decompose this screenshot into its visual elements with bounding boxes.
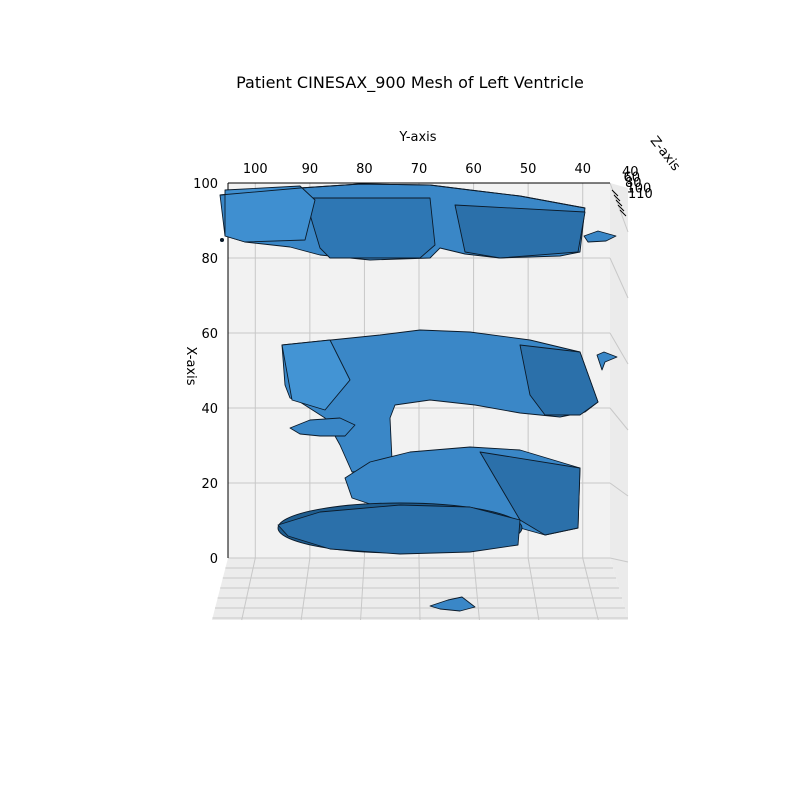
z-tick-mark [617, 204, 625, 212]
z-axis-label: Z-axis [647, 134, 683, 174]
x-tick-label: 80 [201, 252, 218, 267]
ventricle-mesh [219, 183, 618, 612]
right-side-pane [610, 183, 628, 620]
side-gridline [609, 257, 629, 299]
y-tick-label: 90 [302, 162, 319, 177]
mesh-floor-fragment [429, 596, 476, 612]
mesh-right-fragment-upper [583, 230, 617, 243]
z-tick-label: 40 [622, 165, 639, 180]
y-tick-labels: 100 90 80 70 60 50 40 [243, 162, 591, 177]
z-tick-mark [619, 209, 627, 217]
x-tick-label: 0 [210, 552, 218, 567]
x-tick-label: 20 [201, 477, 218, 492]
z-tick-mark [613, 194, 621, 202]
axes [227, 182, 610, 558]
z-tick-label: 60 [624, 171, 641, 186]
mesh-stray-point [219, 237, 225, 243]
y-tick-label: 70 [411, 162, 428, 177]
mesh-right-fragment-middle [596, 351, 618, 371]
mesh-lower-slab [344, 446, 581, 536]
side-gridline [609, 557, 629, 563]
side-gridline [609, 332, 629, 365]
y-tick-label: 80 [356, 162, 373, 177]
z-tick-label: 80 [625, 176, 642, 191]
mesh-middle-slab [281, 329, 599, 473]
z-tick-mark [615, 199, 623, 207]
y-tick-label: 60 [465, 162, 482, 177]
x-tick-labels: 0 20 40 60 80 100 [193, 177, 218, 567]
z-tick-label: 100 [627, 182, 652, 197]
z-tick-mark [611, 189, 619, 197]
y-tick-label: 50 [520, 162, 537, 177]
mesh-upper-slab [219, 183, 586, 261]
x-tick-label: 40 [201, 402, 218, 417]
z-tick-label: 110 [628, 187, 653, 202]
side-gridline [609, 482, 629, 497]
chart-title: Patient CINESAX_900 Mesh of Left Ventric… [236, 73, 584, 93]
y-tick-label: 40 [574, 162, 591, 177]
mesh-base-disc [277, 502, 523, 555]
x-axis-label: X-axis [183, 347, 198, 386]
y-tick-label: 100 [243, 162, 268, 177]
x-tick-label: 100 [193, 177, 218, 192]
side-gridline [609, 407, 629, 431]
x-tick-label: 60 [201, 327, 218, 342]
y-axis-label: Y-axis [398, 130, 436, 145]
